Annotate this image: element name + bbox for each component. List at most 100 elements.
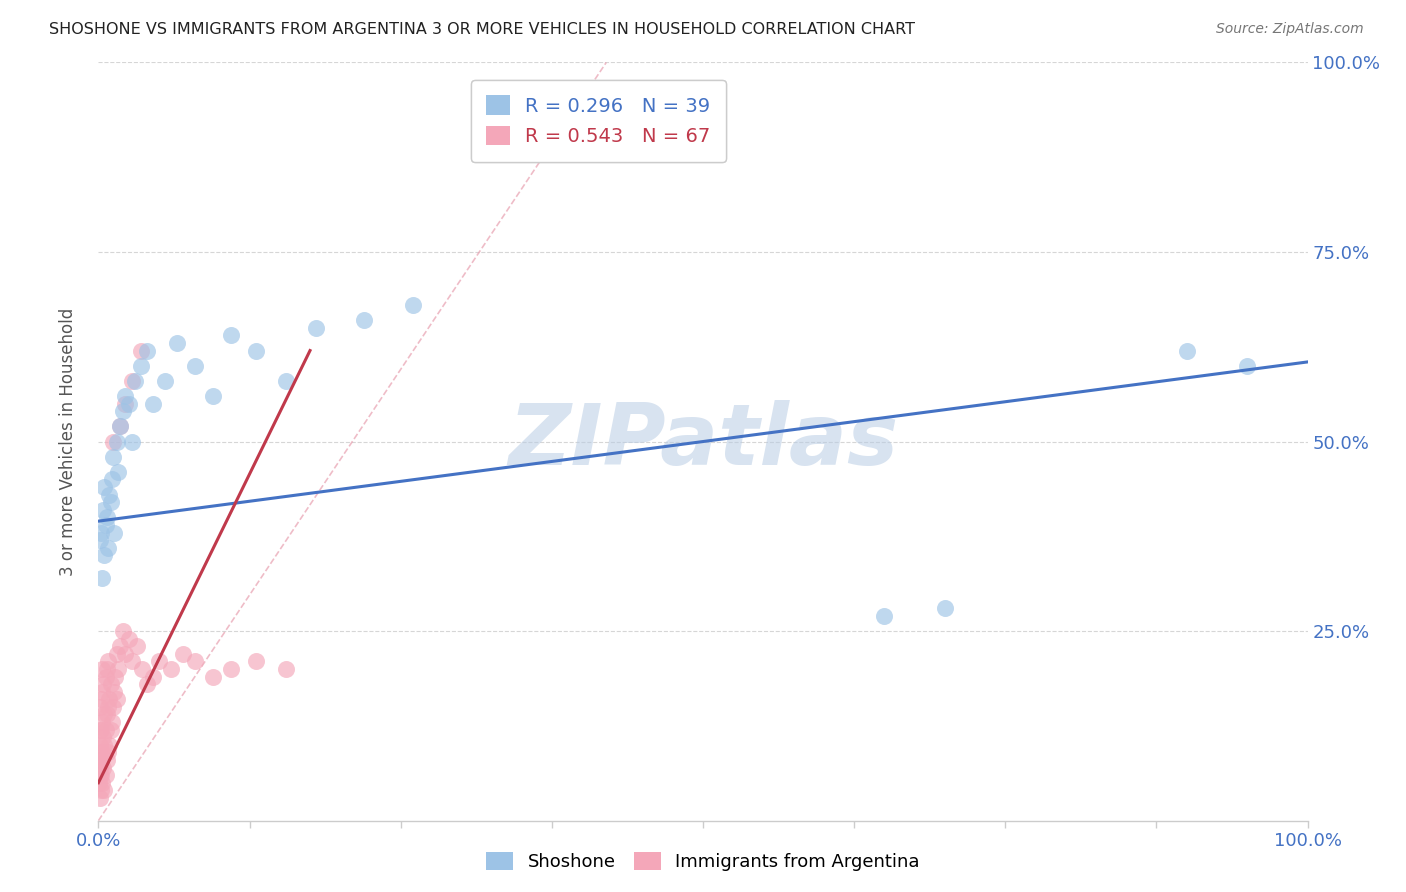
Point	[94, 723, 117, 737]
Point	[111, 624, 134, 639]
Point	[105, 647, 128, 661]
Point	[202, 389, 225, 403]
Point	[91, 571, 114, 585]
Point	[91, 730, 114, 744]
Legend: Shoshone, Immigrants from Argentina: Shoshone, Immigrants from Argentina	[479, 845, 927, 879]
Point	[153, 374, 176, 388]
Point	[90, 753, 112, 767]
Point	[1236, 359, 1258, 373]
Y-axis label: 3 or more Vehicles in Household: 3 or more Vehicles in Household	[59, 308, 77, 575]
Point	[93, 707, 115, 722]
Point	[91, 715, 114, 730]
Point	[114, 389, 136, 403]
Point	[105, 692, 128, 706]
Point	[89, 746, 111, 760]
Point	[184, 359, 207, 373]
Point	[91, 685, 114, 699]
Point	[221, 328, 243, 343]
Point	[89, 738, 111, 752]
Point	[127, 639, 149, 653]
Point	[94, 517, 117, 532]
Text: ZIPatlas: ZIPatlas	[508, 400, 898, 483]
Point	[353, 313, 375, 327]
Point	[93, 548, 115, 563]
Point	[90, 723, 112, 737]
Point	[873, 608, 896, 623]
Point	[98, 738, 121, 752]
Point	[104, 669, 127, 683]
Point	[93, 738, 115, 752]
Point	[98, 487, 121, 501]
Point	[135, 343, 157, 358]
Point	[142, 669, 165, 683]
Point	[108, 419, 131, 434]
Point	[91, 776, 114, 790]
Point	[108, 639, 131, 653]
Point	[245, 655, 267, 669]
Point	[274, 374, 297, 388]
Point	[89, 760, 111, 774]
Point	[305, 320, 328, 334]
Point	[97, 541, 120, 555]
Point	[91, 677, 114, 691]
Point	[94, 768, 117, 782]
Point	[184, 655, 207, 669]
Point	[274, 662, 297, 676]
Point	[91, 760, 114, 774]
Point	[118, 632, 141, 646]
Point	[172, 647, 194, 661]
Point	[91, 662, 114, 676]
Point	[89, 723, 111, 737]
Point	[100, 715, 122, 730]
Point	[97, 746, 120, 760]
Point	[100, 495, 122, 509]
Point	[89, 699, 111, 714]
Point	[89, 768, 111, 782]
Point	[160, 662, 183, 676]
Point	[91, 746, 114, 760]
Point	[121, 655, 143, 669]
Point	[202, 669, 225, 683]
Point	[107, 662, 129, 676]
Point	[93, 480, 115, 494]
Point	[121, 374, 143, 388]
Point	[101, 699, 124, 714]
Point	[221, 662, 243, 676]
Point	[114, 647, 136, 661]
Point	[105, 434, 128, 449]
Point	[108, 419, 131, 434]
Point	[111, 404, 134, 418]
Point	[90, 525, 112, 540]
Point	[101, 434, 124, 449]
Point	[90, 783, 112, 797]
Point	[245, 343, 267, 358]
Point	[142, 396, 165, 410]
Point	[89, 791, 111, 805]
Point	[96, 662, 118, 676]
Point	[129, 359, 152, 373]
Text: Source: ZipAtlas.com: Source: ZipAtlas.com	[1216, 22, 1364, 37]
Point	[93, 783, 115, 797]
Point	[89, 533, 111, 548]
Text: SHOSHONE VS IMMIGRANTS FROM ARGENTINA 3 OR MORE VEHICLES IN HOUSEHOLD CORRELATIO: SHOSHONE VS IMMIGRANTS FROM ARGENTINA 3 …	[49, 22, 915, 37]
Point	[101, 450, 124, 464]
Point	[103, 525, 125, 540]
Point	[148, 655, 170, 669]
Point	[129, 343, 152, 358]
Point	[97, 655, 120, 669]
Point	[100, 677, 122, 691]
Point	[98, 692, 121, 706]
Point	[402, 298, 425, 312]
Point	[96, 707, 118, 722]
Legend: R = 0.296   N = 39, R = 0.543   N = 67: R = 0.296 N = 39, R = 0.543 N = 67	[471, 79, 725, 161]
Point	[91, 503, 114, 517]
Point	[114, 396, 136, 410]
Point	[135, 677, 157, 691]
Point	[131, 662, 153, 676]
Point	[1175, 343, 1198, 358]
Point	[103, 685, 125, 699]
Point	[94, 669, 117, 683]
Point	[934, 601, 956, 615]
Point	[100, 723, 122, 737]
Point	[96, 510, 118, 524]
